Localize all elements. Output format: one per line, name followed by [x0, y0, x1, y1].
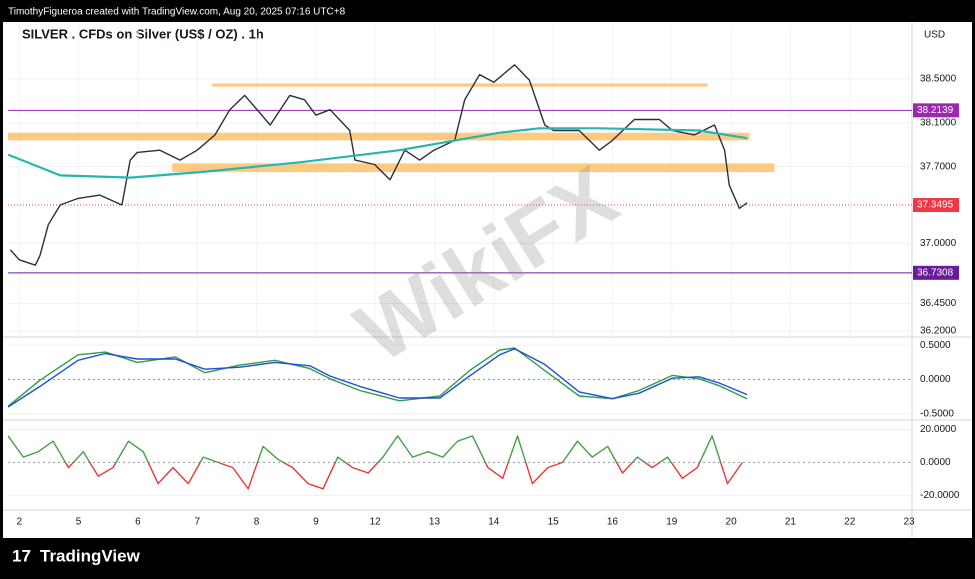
- x-tick-label: 13: [429, 517, 441, 528]
- zone: [212, 83, 708, 87]
- y-tick-label: 0.0000: [920, 374, 951, 385]
- x-tick-label: 6: [135, 517, 141, 528]
- last-price-label: 37.3495: [917, 200, 954, 211]
- footer-brand: TradingView: [40, 546, 141, 565]
- series-line: [8, 348, 748, 408]
- series-line: [8, 347, 748, 407]
- y-tick-label: 20.0000: [920, 424, 957, 435]
- x-tick-label: 23: [903, 517, 915, 528]
- pane: [8, 429, 912, 496]
- y-tick-label: 37.7000: [920, 161, 957, 172]
- x-tick-label: 7: [194, 517, 200, 528]
- x-tick-label: 20: [726, 517, 738, 528]
- plot-layer: 38.5000 38.1000 37.7000 37.0000 36.4500 36.20…: [8, 25, 960, 528]
- credit: TimothyFigueroa created with TradingView…: [8, 7, 346, 18]
- last-price-box: [913, 198, 959, 213]
- level-label-box: [913, 265, 959, 280]
- zone: [172, 163, 775, 173]
- y-tick-label: 36.2000: [920, 326, 957, 337]
- x-tick-label: 21: [785, 517, 797, 528]
- y-tick-label: 36.4500: [920, 298, 957, 309]
- y-tick-label: 37.0000: [920, 238, 957, 249]
- series-line: [9, 64, 748, 266]
- x-tick-label: 5: [76, 517, 82, 528]
- series-line: [8, 127, 748, 179]
- y-tick-label: 38.5000: [920, 74, 957, 85]
- x-tick-label: 2: [16, 517, 22, 528]
- x-tick-label: 19: [666, 517, 678, 528]
- footer-logo-mark: 17: [12, 546, 31, 565]
- y-tick-label: 0.5000: [920, 340, 951, 351]
- pane: [8, 344, 912, 415]
- x-tick-label: 22: [844, 517, 856, 528]
- y-tick-label: 38.1000: [920, 117, 957, 128]
- series-line: [8, 435, 743, 490]
- symbol-title: SILVER . CFDs on Silver (US$ / OZ) . 1h: [22, 26, 264, 41]
- y-tick-label: -0.5000: [920, 408, 954, 419]
- level-label: 38.2139: [917, 105, 954, 116]
- y-tick-label: 0.0000: [920, 457, 951, 468]
- x-tick-label: 12: [370, 517, 382, 528]
- zone: [8, 132, 750, 141]
- x-tick-label: 14: [488, 517, 500, 528]
- currency: USD: [924, 30, 945, 41]
- level-label-box: [913, 103, 959, 118]
- y-tick-label: -20.0000: [920, 490, 960, 501]
- x-tick-label: 8: [254, 517, 260, 528]
- x-tick-label: 9: [313, 517, 319, 528]
- chart-area: [3, 22, 972, 538]
- x-tick-label: 15: [548, 517, 560, 528]
- x-tick-label: 16: [607, 517, 619, 528]
- pane: [8, 25, 912, 337]
- level-label: 36.7308: [917, 267, 954, 278]
